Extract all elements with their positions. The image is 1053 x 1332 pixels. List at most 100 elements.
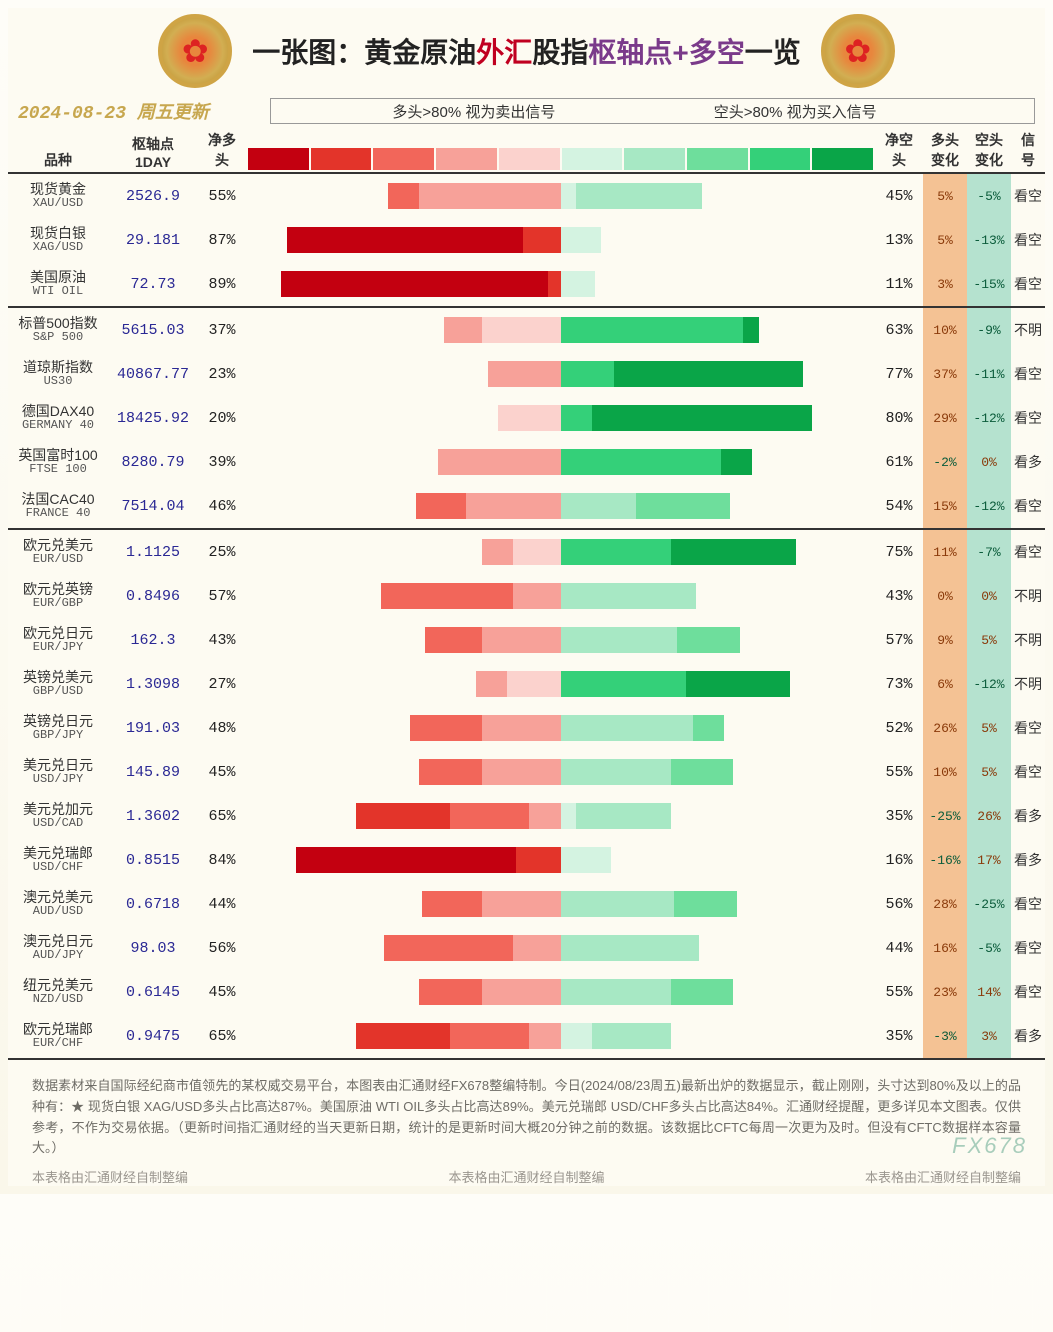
net-short-pct: 44%: [875, 940, 923, 957]
net-long-pct: 65%: [198, 1028, 246, 1045]
sentiment-bar: [246, 847, 875, 873]
short-change: 0%: [967, 440, 1011, 484]
signal: 看空: [1011, 262, 1045, 306]
credit-2: 本表格由汇通财经自制整编: [448, 1167, 604, 1186]
table-row: 美元兑日元USD/JPY145.8945%55%10%5%看空: [8, 750, 1045, 794]
sentiment-bar: [246, 715, 875, 741]
long-change: 26%: [923, 706, 967, 750]
net-short-pct: 45%: [875, 188, 923, 205]
instrument-name: 法国CAC40FRANCE 40: [8, 491, 108, 521]
short-change: -11%: [967, 352, 1011, 396]
net-short-pct: 35%: [875, 1028, 923, 1045]
group: 欧元兑美元EUR/USD1.112525%75%11%-7%看空欧元兑英镑EUR…: [8, 530, 1045, 1060]
sentiment-bar: [246, 671, 875, 697]
sentiment-bar: [246, 493, 875, 519]
net-long-pct: 25%: [198, 544, 246, 561]
sentiment-bar: [246, 361, 875, 387]
pivot-value: 0.9475: [108, 1028, 198, 1045]
pivot-value: 1.3602: [108, 808, 198, 825]
net-short-pct: 80%: [875, 410, 923, 427]
short-change: -12%: [967, 396, 1011, 440]
sentiment-bar: [246, 271, 875, 297]
table-row: 纽元兑美元NZD/USD0.614545%55%23%14%看空: [8, 970, 1045, 1014]
table-row: 现货白银XAG/USD29.18187%13%5%-13%看空: [8, 218, 1045, 262]
instrument-name: 澳元兑日元AUD/JPY: [8, 933, 108, 963]
group: 标普500指数S&P 5005615.0337%63%10%-9%不明道琼斯指数…: [8, 308, 1045, 530]
pivot-value: 0.8515: [108, 852, 198, 869]
pivot-value: 72.73: [108, 276, 198, 293]
net-short-pct: 77%: [875, 366, 923, 383]
instrument-name: 道琼斯指数US30: [8, 359, 108, 389]
table-row: 英镑兑日元GBP/JPY191.0348%52%26%5%看空: [8, 706, 1045, 750]
instrument-name: 美国原油WTI OIL: [8, 269, 108, 299]
instrument-name: 欧元兑瑞郎EUR/CHF: [8, 1021, 108, 1051]
table-row: 美元兑瑞郎USD/CHF0.851584%16%-16%17%看多: [8, 838, 1045, 882]
signal: 看空: [1011, 970, 1045, 1014]
long-change: 15%: [923, 484, 967, 528]
short-change: -25%: [967, 882, 1011, 926]
credit-1: 本表格由汇通财经自制整编: [32, 1167, 188, 1186]
instrument-name: 标普500指数S&P 500: [8, 315, 108, 345]
long-change: 5%: [923, 218, 967, 262]
pivot-value: 1.3098: [108, 676, 198, 693]
signal: 看空: [1011, 218, 1045, 262]
net-long-pct: 45%: [198, 984, 246, 1001]
gradient-swatches: [246, 148, 875, 170]
sentiment-bar: [246, 449, 875, 475]
sentiment-bar: [246, 759, 875, 785]
short-change: 5%: [967, 750, 1011, 794]
pivot-value: 29.181: [108, 232, 198, 249]
short-change: -12%: [967, 662, 1011, 706]
pivot-value: 162.3: [108, 632, 198, 649]
short-change: 5%: [967, 618, 1011, 662]
instrument-name: 澳元兑美元AUD/USD: [8, 889, 108, 919]
long-change: -16%: [923, 838, 967, 882]
table-row: 现货黄金XAU/USD2526.955%45%5%-5%看空: [8, 174, 1045, 218]
table-row: 法国CAC40FRANCE 407514.0446%54%15%-12%看空: [8, 484, 1045, 528]
long-change: -3%: [923, 1014, 967, 1058]
net-long-pct: 46%: [198, 498, 246, 515]
col-short-chg: 空头 变化: [967, 130, 1011, 170]
net-short-pct: 73%: [875, 676, 923, 693]
signal: 看空: [1011, 484, 1045, 528]
net-short-pct: 43%: [875, 588, 923, 605]
table-row: 澳元兑日元AUD/JPY98.0356%44%16%-5%看空: [8, 926, 1045, 970]
signal: 看空: [1011, 882, 1045, 926]
sentiment-bar: [246, 891, 875, 917]
short-change: 3%: [967, 1014, 1011, 1058]
sentiment-bar: [246, 583, 875, 609]
signal: 看空: [1011, 396, 1045, 440]
logo-left: [158, 14, 232, 88]
net-long-pct: 48%: [198, 720, 246, 737]
signal: 看空: [1011, 530, 1045, 574]
net-short-pct: 63%: [875, 322, 923, 339]
sentiment-bar: [246, 979, 875, 1005]
signal: 不明: [1011, 308, 1045, 352]
net-long-pct: 37%: [198, 322, 246, 339]
table-row: 美元兑加元USD/CAD1.360265%35%-25%26%看多: [8, 794, 1045, 838]
title-part1: 一张图：黄金原油: [252, 37, 476, 68]
pivot-value: 145.89: [108, 764, 198, 781]
col-net-long: 净多 头: [198, 130, 246, 170]
net-long-pct: 44%: [198, 896, 246, 913]
net-short-pct: 55%: [875, 984, 923, 1001]
sentiment-bar: [246, 1023, 875, 1049]
instrument-name: 现货白银XAG/USD: [8, 225, 108, 255]
long-change: 23%: [923, 970, 967, 1014]
net-short-pct: 75%: [875, 544, 923, 561]
net-long-pct: 23%: [198, 366, 246, 383]
chart-canvas: 一张图：黄金原油外汇股指枢轴点+多空一览 2024-08-23 周五更新 多头>…: [8, 8, 1045, 1186]
long-change: 3%: [923, 262, 967, 306]
short-change: 0%: [967, 574, 1011, 618]
header: 一张图：黄金原油外汇股指枢轴点+多空一览: [8, 8, 1045, 98]
title-part2: 外汇: [476, 37, 532, 68]
title-part6: 一览: [745, 37, 801, 68]
signal: 不明: [1011, 574, 1045, 618]
net-long-pct: 55%: [198, 188, 246, 205]
net-short-pct: 35%: [875, 808, 923, 825]
sentiment-bar: [246, 183, 875, 209]
net-long-pct: 89%: [198, 276, 246, 293]
sentiment-bar: [246, 227, 875, 253]
signal: 看多: [1011, 794, 1045, 838]
pivot-value: 8280.79: [108, 454, 198, 471]
